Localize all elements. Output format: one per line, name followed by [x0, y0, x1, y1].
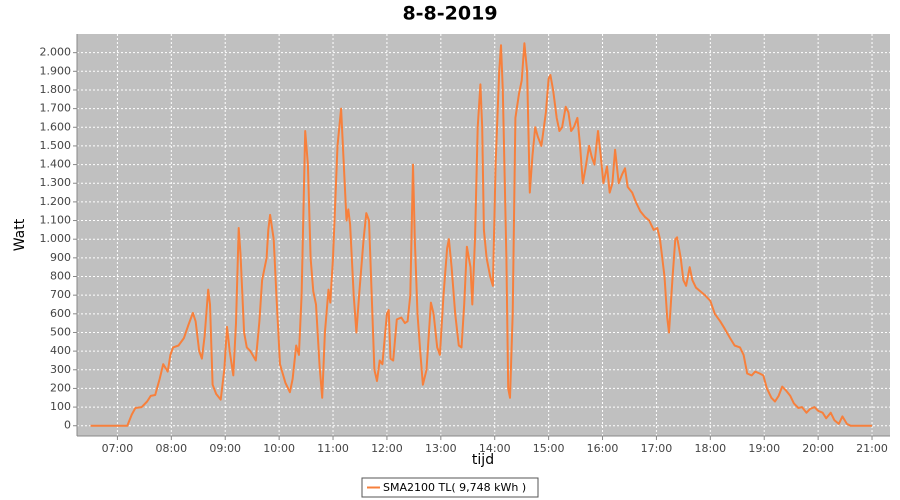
y-tick-label: 1.800 [40, 83, 72, 96]
x-tick-label: 13:00 [425, 442, 457, 455]
y-tick-label: 1.200 [40, 195, 72, 208]
x-tick-label: 12:00 [371, 442, 403, 455]
chart-title: 8-8-2019 [402, 3, 497, 25]
y-tick-label: 1.500 [40, 139, 72, 152]
y-tick-label: 500 [50, 325, 71, 338]
x-tick-label: 19:00 [748, 442, 780, 455]
y-tick-label: 0 [64, 419, 71, 432]
x-tick-label: 11:00 [317, 442, 349, 455]
x-tick-label: 09:00 [209, 442, 241, 455]
y-tick-label: 300 [50, 363, 71, 376]
x-tick-label: 10:00 [263, 442, 295, 455]
y-tick-label: 200 [50, 381, 71, 394]
x-tick-label: 08:00 [155, 442, 187, 455]
x-tick-label: 20:00 [802, 442, 834, 455]
x-axis-label: tijd [472, 452, 494, 468]
y-tick-label: 1.300 [40, 176, 72, 189]
x-tick-label: 17:00 [641, 442, 673, 455]
x-tick-label: 15:00 [533, 442, 565, 455]
y-axis-label: Watt [12, 218, 28, 251]
y-tick-label: 100 [50, 400, 71, 413]
y-tick-label: 1.000 [40, 232, 72, 245]
legend-label: SMA2100 TL( 9,748 kWh ) [383, 481, 526, 494]
x-tick-label: 18:00 [694, 442, 726, 455]
y-tick-label: 900 [50, 251, 71, 264]
y-tick-label: 1.100 [40, 214, 72, 227]
y-tick-label: 800 [50, 270, 71, 283]
y-tick-label: 2.000 [40, 46, 72, 59]
y-tick-label: 700 [50, 288, 71, 301]
y-tick-label: 400 [50, 344, 71, 357]
x-tick-label: 16:00 [587, 442, 619, 455]
y-tick-label: 1.600 [40, 120, 72, 133]
y-tick-label: 1.700 [40, 102, 72, 115]
x-tick-label: 14:00 [479, 442, 511, 455]
y-tick-label: 600 [50, 307, 71, 320]
x-tick-label: 07:00 [102, 442, 134, 455]
y-tick-label: 1.400 [40, 158, 72, 171]
series-line [90, 42, 872, 427]
x-tick-label: 21:00 [856, 442, 888, 455]
legend-box [361, 477, 539, 498]
y-tick-label: 1.900 [40, 64, 72, 77]
